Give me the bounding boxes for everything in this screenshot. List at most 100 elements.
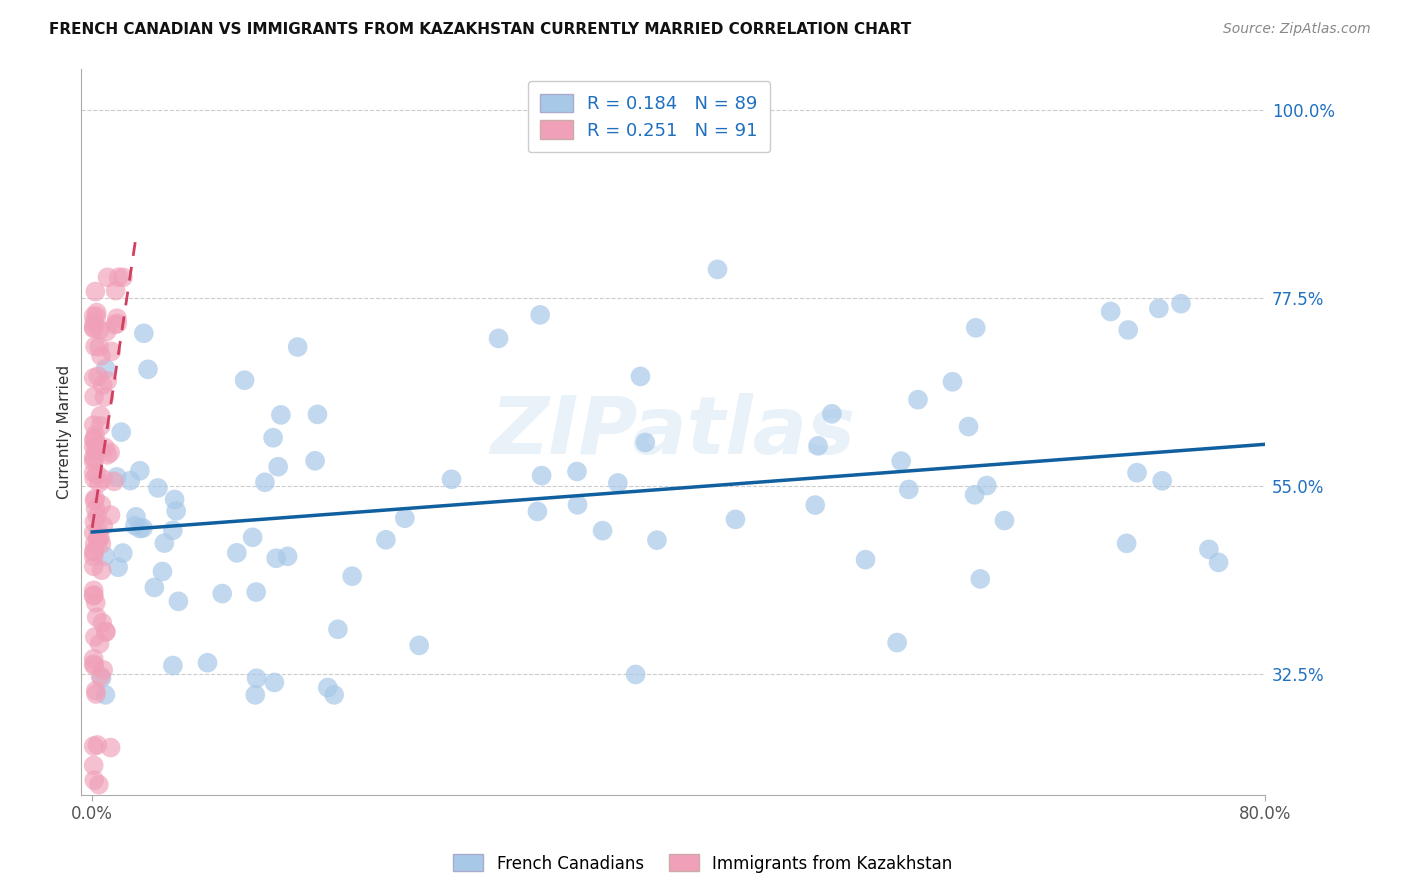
Point: [83, 739, 105, 753]
Point: [83, 472, 105, 486]
Point: [105, 317, 128, 331]
Point: [96, 448, 118, 462]
Point: [83, 515, 105, 529]
Point: [267, 459, 290, 474]
Point: [530, 468, 553, 483]
Point: [287, 340, 309, 354]
Point: [87, 533, 110, 548]
Point: [129, 522, 152, 536]
Point: [84, 687, 107, 701]
Point: [83, 589, 105, 603]
Point: [804, 498, 827, 512]
Point: [86, 467, 108, 482]
Point: [83, 559, 105, 574]
Point: [316, 681, 339, 695]
Point: [94, 688, 117, 702]
Point: [143, 581, 166, 595]
Point: [120, 474, 142, 488]
Point: [821, 407, 844, 421]
Point: [83, 537, 105, 551]
Point: [706, 262, 728, 277]
Point: [83, 630, 105, 644]
Point: [84, 285, 107, 299]
Point: [197, 656, 219, 670]
Point: [87, 340, 110, 354]
Point: [86, 305, 108, 319]
Point: [86, 310, 108, 324]
Point: [83, 433, 105, 447]
Point: [83, 549, 105, 564]
Point: [105, 470, 128, 484]
Point: [245, 688, 267, 702]
Point: [253, 475, 276, 490]
Point: [440, 472, 463, 486]
Point: [105, 311, 128, 326]
Point: [83, 371, 105, 385]
Text: ZIPatlas: ZIPatlas: [491, 392, 855, 471]
Point: [394, 511, 416, 525]
Point: [1126, 466, 1149, 480]
Text: FRENCH CANADIAN VS IMMIGRANTS FROM KAZAKHSTAN CURRENTLY MARRIED CORRELATION CHAR: FRENCH CANADIAN VS IMMIGRANTS FROM KAZAK…: [49, 22, 911, 37]
Point: [897, 483, 920, 497]
Point: [1208, 556, 1230, 570]
Point: [83, 758, 105, 772]
Point: [152, 565, 174, 579]
Point: [592, 524, 614, 538]
Point: [87, 369, 110, 384]
Point: [83, 588, 105, 602]
Point: [340, 569, 363, 583]
Point: [94, 549, 117, 563]
Point: [90, 419, 112, 434]
Point: [90, 537, 112, 551]
Point: [91, 472, 114, 486]
Point: [103, 475, 125, 489]
Point: [91, 378, 114, 392]
Point: [855, 552, 877, 566]
Point: [242, 530, 264, 544]
Point: [132, 521, 155, 535]
Point: [83, 418, 105, 433]
Point: [969, 572, 991, 586]
Point: [83, 658, 105, 673]
Point: [606, 475, 628, 490]
Point: [1116, 323, 1139, 337]
Point: [162, 524, 184, 538]
Point: [233, 373, 256, 387]
Point: [90, 498, 112, 512]
Point: [89, 531, 111, 545]
Point: [567, 498, 589, 512]
Point: [83, 390, 105, 404]
Point: [84, 443, 107, 458]
Point: [110, 425, 132, 439]
Point: [132, 326, 155, 341]
Point: [907, 392, 929, 407]
Point: [277, 549, 299, 564]
Point: [1198, 542, 1220, 557]
Point: [488, 331, 510, 345]
Point: [963, 488, 986, 502]
Point: [83, 309, 105, 323]
Point: [1115, 536, 1137, 550]
Point: [84, 683, 107, 698]
Point: [941, 375, 963, 389]
Point: [1152, 474, 1174, 488]
Point: [89, 637, 111, 651]
Point: [408, 639, 430, 653]
Point: [136, 362, 159, 376]
Point: [323, 688, 346, 702]
Point: [83, 440, 105, 454]
Point: [84, 428, 107, 442]
Point: [526, 504, 548, 518]
Point: [90, 563, 112, 577]
Point: [100, 740, 122, 755]
Point: [83, 657, 105, 671]
Point: [1147, 301, 1170, 316]
Point: [83, 455, 105, 469]
Point: [645, 533, 668, 548]
Point: [83, 432, 105, 446]
Point: [890, 454, 912, 468]
Legend: R = 0.184   N = 89, R = 0.251   N = 91: R = 0.184 N = 89, R = 0.251 N = 91: [527, 81, 770, 153]
Point: [246, 671, 269, 685]
Point: [263, 675, 285, 690]
Point: [87, 524, 110, 538]
